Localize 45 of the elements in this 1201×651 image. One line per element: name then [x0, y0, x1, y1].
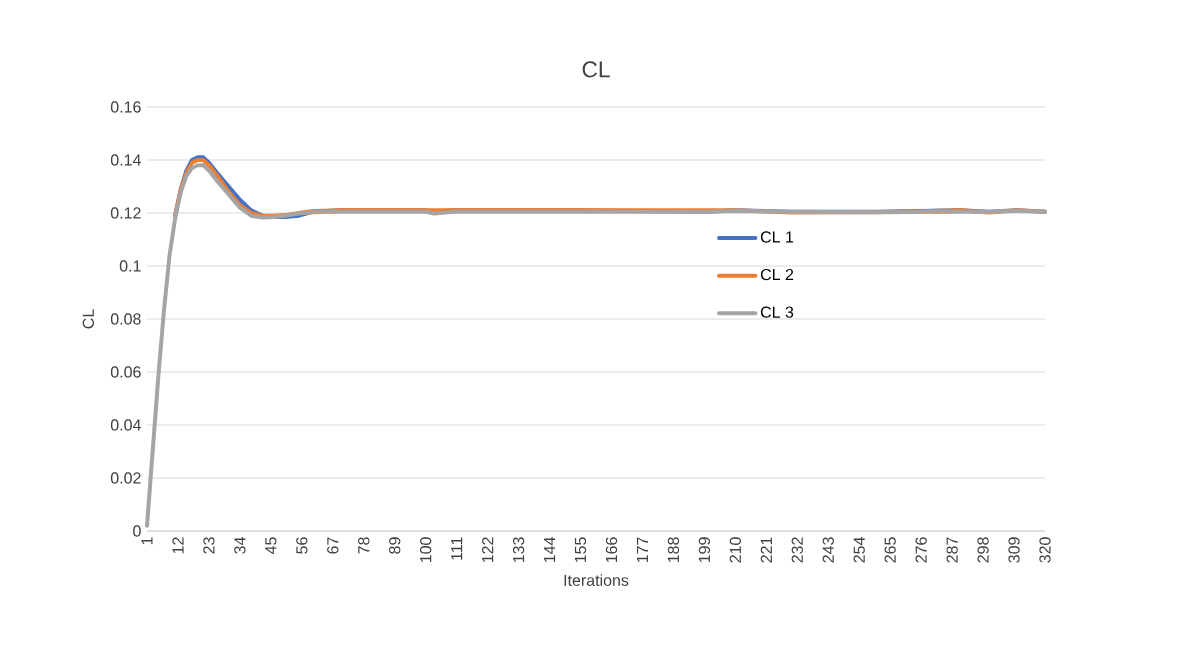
x-tick-label: 210	[729, 537, 742, 563]
x-tick-label: 243	[822, 537, 834, 563]
x-tick-label: 45	[265, 537, 277, 555]
y-axis-title: CL	[82, 309, 94, 329]
legend-label: CL 2	[760, 268, 794, 281]
x-tick-label: 1	[141, 537, 153, 545]
x-tick-label: 188	[667, 537, 680, 563]
x-tick-label: 144	[544, 537, 556, 563]
x-tick-label: 100	[420, 537, 432, 563]
x-tick-label: 155	[574, 537, 587, 563]
y-tick-label: 0.08	[110, 313, 141, 325]
x-tick-label: 298	[977, 537, 989, 563]
x-tick-label: 133	[512, 537, 525, 563]
x-tick-label: 320	[1039, 537, 1051, 563]
x-axis-title: Iterations	[564, 574, 629, 586]
y-tick-label: 0.1	[119, 260, 141, 272]
y-tick-label: 0.16	[110, 101, 141, 113]
x-tick-label: 309	[1008, 537, 1020, 563]
chart-title: CL	[582, 61, 610, 78]
y-tick-label: 0.04	[110, 419, 141, 431]
x-tick-label: 67	[327, 537, 339, 554]
x-tick-label: 111	[451, 537, 463, 560]
x-tick-label: 177	[636, 537, 648, 563]
y-tick-label: 0.14	[110, 154, 141, 166]
x-tick-label: 12	[172, 537, 184, 554]
y-tick-label: 0.02	[110, 472, 141, 484]
x-tick-label: 56	[296, 537, 308, 554]
legend-label: CL 3	[760, 306, 794, 318]
x-tick-label: 89	[389, 537, 401, 554]
x-tick-label: 78	[358, 537, 370, 554]
x-tick-label: 221	[760, 537, 772, 563]
x-tick-label: 254	[853, 537, 865, 563]
x-tick-label: 34	[234, 537, 246, 554]
x-tick-label: 276	[915, 537, 927, 563]
x-tick-label: 23	[203, 537, 215, 554]
legend-label: CL 1	[760, 231, 794, 243]
x-tick-label: 166	[605, 537, 618, 563]
y-tick-label: 0	[133, 525, 141, 537]
x-tick-label: 199	[698, 537, 711, 563]
y-tick-label: 0.06	[110, 366, 141, 378]
x-tick-label: 122	[482, 537, 494, 563]
y-tick-label: 0.12	[110, 207, 141, 219]
x-tick-label: 265	[884, 537, 896, 563]
x-tick-label: 287	[946, 537, 958, 563]
x-tick-label: 232	[791, 537, 803, 563]
